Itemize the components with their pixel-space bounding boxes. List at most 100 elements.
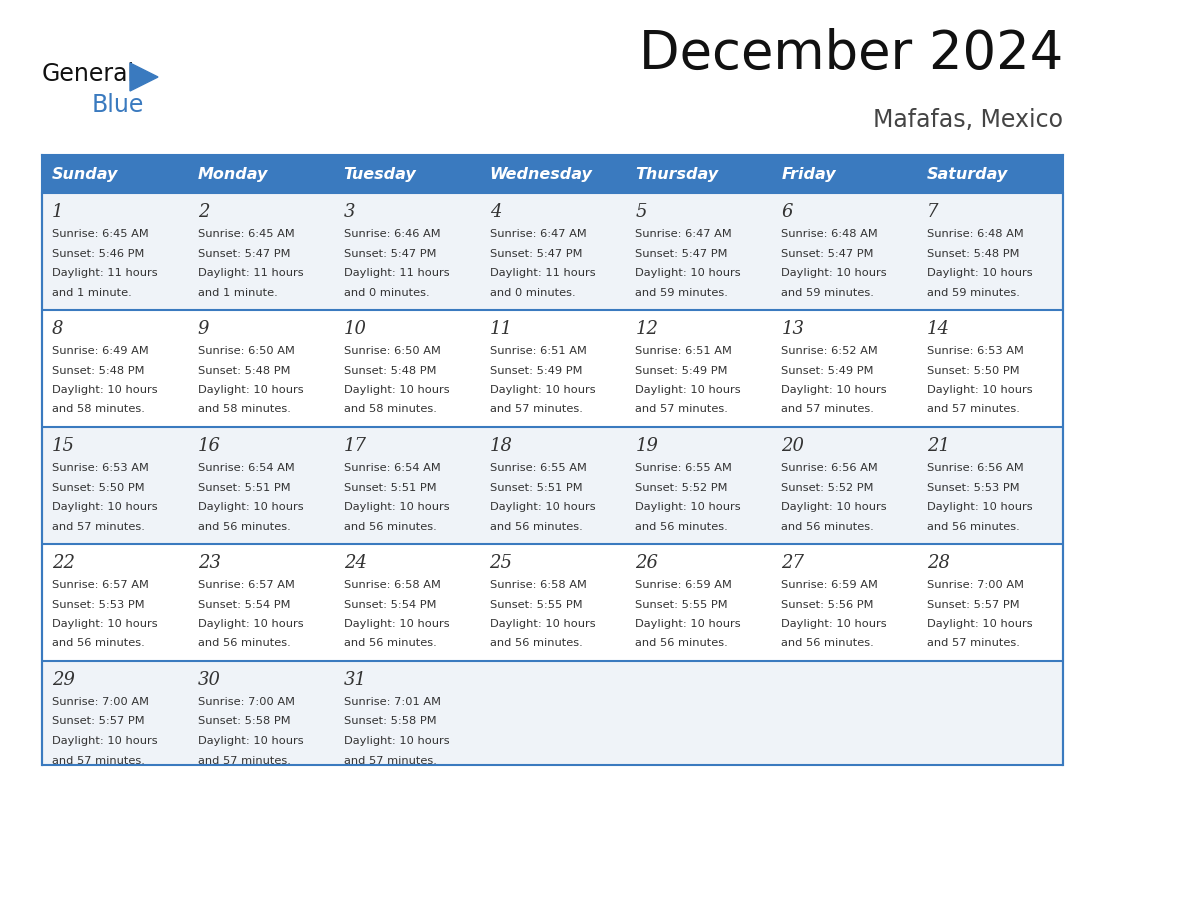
Text: and 56 minutes.: and 56 minutes. [343, 521, 436, 532]
Text: Sunset: 5:48 PM: Sunset: 5:48 PM [198, 365, 290, 375]
Text: and 56 minutes.: and 56 minutes. [782, 521, 874, 532]
Text: Friday: Friday [782, 166, 836, 182]
Text: Daylight: 10 hours: Daylight: 10 hours [782, 502, 887, 512]
Text: Sunrise: 6:53 AM: Sunrise: 6:53 AM [927, 346, 1024, 356]
Text: Daylight: 10 hours: Daylight: 10 hours [52, 502, 158, 512]
Text: and 59 minutes.: and 59 minutes. [927, 287, 1020, 297]
Text: Wednesday: Wednesday [489, 166, 593, 182]
Text: General: General [42, 62, 135, 86]
Bar [42, 193, 1063, 310]
Text: Sunset: 5:47 PM: Sunset: 5:47 PM [782, 249, 874, 259]
Text: Sunset: 5:48 PM: Sunset: 5:48 PM [927, 249, 1019, 259]
Text: Sunrise: 6:46 AM: Sunrise: 6:46 AM [343, 229, 441, 239]
Text: Sunrise: 6:51 AM: Sunrise: 6:51 AM [489, 346, 587, 356]
Text: Sunrise: 6:53 AM: Sunrise: 6:53 AM [52, 463, 148, 473]
Bar [42, 544, 1063, 661]
Text: Sunrise: 6:50 AM: Sunrise: 6:50 AM [198, 346, 295, 356]
Text: Daylight: 10 hours: Daylight: 10 hours [489, 619, 595, 629]
Text: Sunrise: 6:58 AM: Sunrise: 6:58 AM [489, 580, 587, 590]
Text: Daylight: 10 hours: Daylight: 10 hours [343, 619, 449, 629]
Text: Sunrise: 7:00 AM: Sunrise: 7:00 AM [52, 697, 148, 707]
Text: and 59 minutes.: and 59 minutes. [636, 287, 728, 297]
Text: Sunset: 5:53 PM: Sunset: 5:53 PM [52, 599, 145, 610]
Bar [42, 310, 1063, 427]
Text: Daylight: 11 hours: Daylight: 11 hours [343, 268, 449, 278]
Text: Sunset: 5:54 PM: Sunset: 5:54 PM [343, 599, 436, 610]
Text: 14: 14 [927, 320, 950, 338]
Text: Daylight: 10 hours: Daylight: 10 hours [782, 619, 887, 629]
Text: Sunset: 5:51 PM: Sunset: 5:51 PM [198, 483, 291, 492]
Text: Daylight: 10 hours: Daylight: 10 hours [198, 502, 303, 512]
Text: 20: 20 [782, 437, 804, 455]
Text: Sunrise: 6:54 AM: Sunrise: 6:54 AM [198, 463, 295, 473]
Text: and 1 minute.: and 1 minute. [52, 287, 132, 297]
Text: and 56 minutes.: and 56 minutes. [782, 639, 874, 648]
Text: and 58 minutes.: and 58 minutes. [52, 405, 145, 415]
Text: 9: 9 [198, 320, 209, 338]
Text: and 1 minute.: and 1 minute. [198, 287, 278, 297]
Text: Sunset: 5:50 PM: Sunset: 5:50 PM [927, 365, 1019, 375]
Text: Sunrise: 6:48 AM: Sunrise: 6:48 AM [782, 229, 878, 239]
Text: Daylight: 10 hours: Daylight: 10 hours [489, 385, 595, 395]
Text: Sunset: 5:56 PM: Sunset: 5:56 PM [782, 599, 874, 610]
Text: and 57 minutes.: and 57 minutes. [782, 405, 874, 415]
Text: and 56 minutes.: and 56 minutes. [636, 521, 728, 532]
Text: Sunrise: 6:45 AM: Sunrise: 6:45 AM [52, 229, 148, 239]
Text: Sunrise: 6:56 AM: Sunrise: 6:56 AM [927, 463, 1024, 473]
Text: and 56 minutes.: and 56 minutes. [927, 521, 1019, 532]
Text: Sunday: Sunday [52, 166, 119, 182]
Text: Sunset: 5:52 PM: Sunset: 5:52 PM [636, 483, 728, 492]
Text: and 56 minutes.: and 56 minutes. [198, 639, 291, 648]
Text: Daylight: 10 hours: Daylight: 10 hours [52, 385, 158, 395]
Text: Daylight: 11 hours: Daylight: 11 hours [52, 268, 158, 278]
Text: Sunset: 5:57 PM: Sunset: 5:57 PM [52, 717, 145, 726]
Text: 29: 29 [52, 671, 75, 689]
Text: Sunset: 5:50 PM: Sunset: 5:50 PM [52, 483, 145, 492]
Text: 23: 23 [198, 554, 221, 572]
Text: Sunrise: 7:01 AM: Sunrise: 7:01 AM [343, 697, 441, 707]
Text: Daylight: 10 hours: Daylight: 10 hours [489, 502, 595, 512]
Text: and 57 minutes.: and 57 minutes. [198, 756, 291, 766]
Text: 27: 27 [782, 554, 804, 572]
Text: and 56 minutes.: and 56 minutes. [343, 639, 436, 648]
Text: and 56 minutes.: and 56 minutes. [489, 639, 582, 648]
Text: Monday: Monday [198, 166, 268, 182]
Text: 12: 12 [636, 320, 658, 338]
Text: Sunrise: 6:47 AM: Sunrise: 6:47 AM [489, 229, 587, 239]
Text: and 56 minutes.: and 56 minutes. [489, 521, 582, 532]
Text: Sunset: 5:51 PM: Sunset: 5:51 PM [489, 483, 582, 492]
Text: Sunset: 5:51 PM: Sunset: 5:51 PM [343, 483, 436, 492]
Polygon shape [129, 63, 158, 91]
Text: 4: 4 [489, 203, 501, 221]
Text: 26: 26 [636, 554, 658, 572]
Text: 21: 21 [927, 437, 950, 455]
Text: Mafafas, Mexico: Mafafas, Mexico [873, 108, 1063, 132]
Text: 3: 3 [343, 203, 355, 221]
Text: Sunrise: 6:57 AM: Sunrise: 6:57 AM [52, 580, 148, 590]
Text: December 2024: December 2024 [639, 28, 1063, 80]
Text: Sunrise: 7:00 AM: Sunrise: 7:00 AM [927, 580, 1024, 590]
Text: Sunset: 5:58 PM: Sunset: 5:58 PM [198, 717, 291, 726]
Text: Sunrise: 6:51 AM: Sunrise: 6:51 AM [636, 346, 732, 356]
Text: Daylight: 10 hours: Daylight: 10 hours [52, 736, 158, 746]
Text: Sunrise: 6:48 AM: Sunrise: 6:48 AM [927, 229, 1024, 239]
Bar [42, 155, 1063, 193]
Text: Sunrise: 6:49 AM: Sunrise: 6:49 AM [52, 346, 148, 356]
Text: and 57 minutes.: and 57 minutes. [52, 756, 145, 766]
Text: Daylight: 11 hours: Daylight: 11 hours [198, 268, 303, 278]
Text: 25: 25 [489, 554, 512, 572]
Text: Sunset: 5:48 PM: Sunset: 5:48 PM [52, 365, 145, 375]
Text: 8: 8 [52, 320, 63, 338]
Text: Daylight: 10 hours: Daylight: 10 hours [198, 736, 303, 746]
Text: and 0 minutes.: and 0 minutes. [343, 287, 429, 297]
Text: Daylight: 10 hours: Daylight: 10 hours [927, 268, 1032, 278]
Text: 19: 19 [636, 437, 658, 455]
Text: Daylight: 10 hours: Daylight: 10 hours [52, 619, 158, 629]
Text: Sunset: 5:47 PM: Sunset: 5:47 PM [489, 249, 582, 259]
Text: Daylight: 10 hours: Daylight: 10 hours [198, 385, 303, 395]
Text: Sunset: 5:54 PM: Sunset: 5:54 PM [198, 599, 290, 610]
Text: 15: 15 [52, 437, 75, 455]
Text: and 58 minutes.: and 58 minutes. [198, 405, 291, 415]
Text: Daylight: 10 hours: Daylight: 10 hours [782, 268, 887, 278]
Text: Sunset: 5:49 PM: Sunset: 5:49 PM [489, 365, 582, 375]
